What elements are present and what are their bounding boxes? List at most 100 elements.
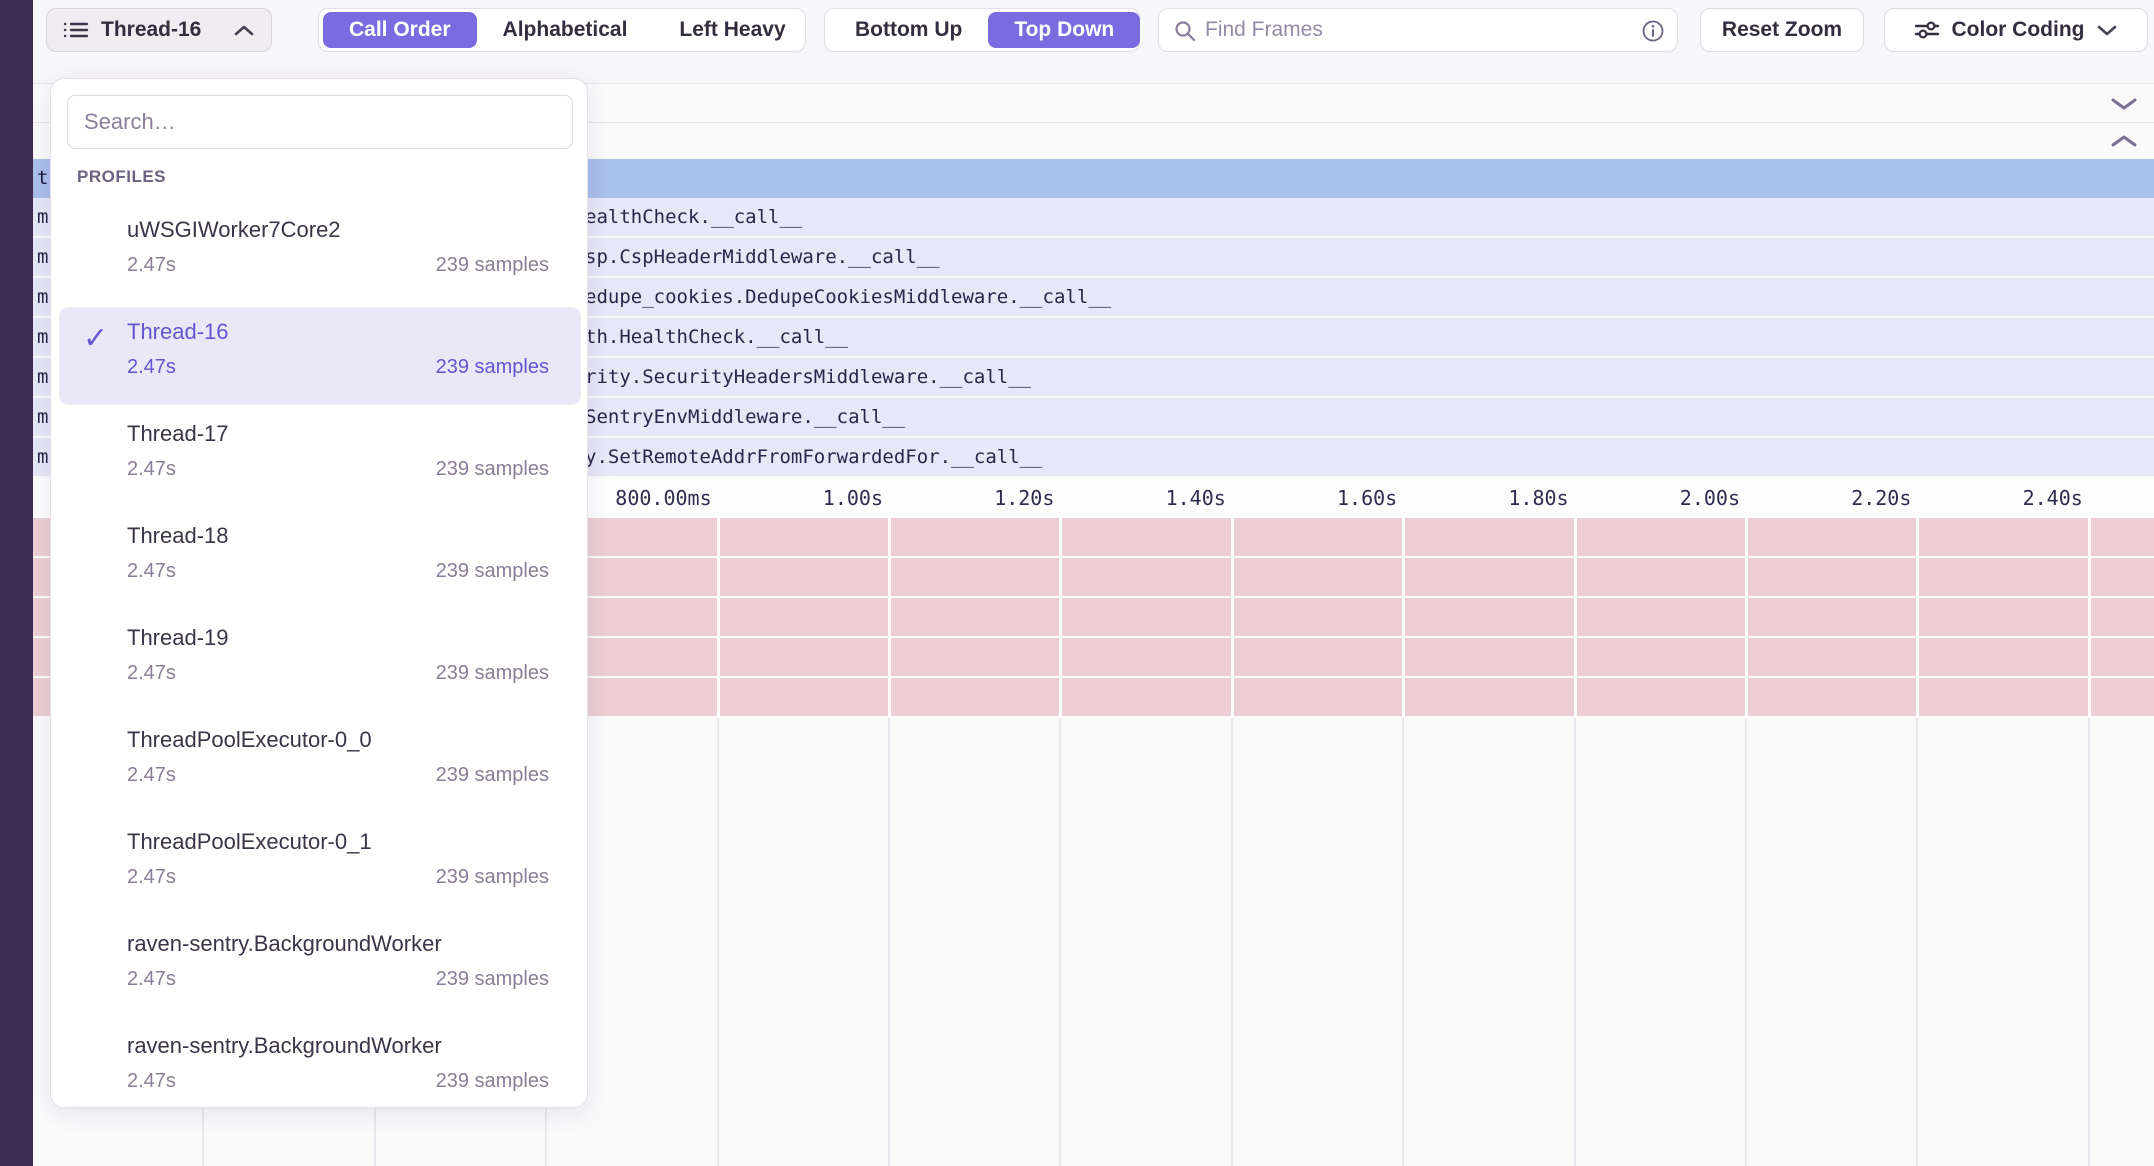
axis-tick-label: 800.00ms — [615, 486, 711, 510]
profile-stats: 2.47s 239 samples — [127, 761, 549, 789]
profile-sample-count: 239 samples — [436, 863, 549, 891]
thread-selector-button[interactable]: Thread-16 — [46, 8, 272, 52]
frame-label-sliver: m — [37, 246, 48, 268]
sort-order-group: Call OrderAlphabeticalLeft Heavy — [318, 8, 806, 52]
gridline — [1231, 718, 1233, 1166]
color-coding-label: Color Coding — [1952, 18, 2085, 42]
left-sidebar-strip — [0, 0, 33, 1166]
gridline — [2088, 518, 2091, 718]
profile-sample-count: 239 samples — [436, 557, 549, 585]
profile-sample-count: 239 samples — [436, 659, 549, 687]
sliders-icon — [1914, 18, 1940, 42]
profile-name: Thread-17 — [127, 419, 581, 449]
gridline — [888, 518, 891, 718]
profile-name: raven-sentry.BackgroundWorker — [127, 929, 581, 959]
profile-item-thread-19[interactable]: Thread-19 2.47s 239 samples — [59, 613, 581, 711]
gridline — [717, 718, 719, 1166]
frame-label: sp.CspHeaderMiddleware.__call__ — [585, 246, 940, 268]
frame-label: y.SetRemoteAddrFromForwardedFor.__call__ — [585, 446, 1043, 468]
axis-tick-label: 2.00s — [1680, 486, 1740, 510]
segment-option-top-down[interactable]: Top Down — [988, 12, 1140, 48]
profiler-app: t mealthCheck.__call__msp.CspHeaderMiddl… — [0, 0, 2154, 1166]
profile-sample-count: 239 samples — [436, 455, 549, 483]
profile-item-raven-sentry-backgroundworker[interactable]: raven-sentry.BackgroundWorker 2.47s 239 sa… — [59, 919, 581, 1017]
frame-label: th.HealthCheck.__call__ — [585, 326, 848, 348]
selected-frame-label: t — [37, 167, 48, 189]
profile-sample-count: 239 samples — [436, 1067, 549, 1095]
profile-sample-count: 239 samples — [436, 965, 549, 993]
profile-duration: 2.47s — [127, 761, 176, 789]
profile-item-threadpoolexecutor-0-0[interactable]: ThreadPoolExecutor-0_02.47s239 samples — [59, 715, 581, 813]
axis-tick-label: 2.20s — [1851, 486, 1911, 510]
axis-tick-label: 2.40s — [2023, 486, 2083, 510]
reset-zoom-label: Reset Zoom — [1722, 18, 1842, 42]
gridline — [717, 518, 720, 718]
toolbar: Thread-16 Call OrderAlphabeticalLeft Hea… — [33, 0, 2154, 83]
frame-label: SentryEnvMiddleware.__call__ — [585, 406, 905, 428]
info-icon[interactable] — [1641, 19, 1665, 43]
profile-stats: 2.47s 239 samples — [127, 455, 549, 483]
profile-duration: 2.47s — [127, 557, 176, 585]
profile-item-threadpoolexecutor-0-1[interactable]: ThreadPoolExecutor-0_1 2.47s 239 samples — [59, 817, 581, 915]
axis-tick-label: 1.40s — [1166, 486, 1226, 510]
profile-sample-count: 239 samples — [436, 761, 549, 789]
profile-item-raven-sentry-backgroundworker[interactable]: raven-sentry.BackgroundWorker2.47s239 sa… — [59, 1021, 581, 1119]
find-frames-field — [1158, 8, 1678, 52]
profile-duration: 2.47s — [127, 863, 176, 891]
gridline — [1916, 718, 1918, 1166]
frame-label-sliver: m — [37, 326, 48, 348]
gridline — [1745, 718, 1747, 1166]
profile-stats: 2.47s239 samples — [127, 353, 549, 381]
gridline — [2088, 718, 2090, 1166]
axis-tick-label: 1.60s — [1337, 486, 1397, 510]
chevron-up-icon — [233, 23, 255, 37]
gridline — [1574, 518, 1577, 718]
profiles-search-input[interactable] — [67, 95, 573, 149]
frame-label-sliver: m — [37, 206, 48, 228]
chevron-down-icon[interactable] — [2110, 96, 2138, 112]
profile-duration: 2.47s — [127, 1067, 176, 1095]
profile-stats: 2.47s239 samples — [127, 251, 549, 279]
segment-option-bottom-up[interactable]: Bottom Up — [829, 12, 988, 48]
list-icon — [63, 18, 89, 42]
profile-stats: 2.47s 239 samples — [127, 863, 549, 891]
profile-item-thread-18[interactable]: Thread-18 2.47s 239 samples — [59, 511, 581, 609]
gridline — [1574, 718, 1576, 1166]
frame-label-sliver: m — [37, 286, 48, 308]
frame-label: edupe_cookies.DedupeCookiesMiddleware.__… — [585, 286, 1111, 308]
reset-zoom-button[interactable]: Reset Zoom — [1700, 8, 1864, 52]
find-frames-input[interactable] — [1159, 18, 1677, 42]
profile-item-uwsgiworker7core2[interactable]: uWSGIWorker7Core22.47s239 samples — [59, 205, 581, 303]
profile-item-thread-16[interactable]: ✓ Thread-16 2.47s239 samples — [59, 307, 581, 405]
segment-option-left-heavy[interactable]: Left Heavy — [653, 12, 811, 48]
chevron-up-icon[interactable] — [2110, 133, 2138, 149]
color-coding-button[interactable]: Color Coding — [1884, 8, 2148, 52]
gridline — [1059, 718, 1061, 1166]
search-icon — [1173, 19, 1197, 43]
profile-name: Thread-16 — [127, 317, 581, 347]
profile-item-thread-17[interactable]: Thread-17 2.47s 239 samples — [59, 409, 581, 507]
profile-duration: 2.47s — [127, 251, 176, 279]
gridline — [1916, 518, 1919, 718]
segment-option-call-order[interactable]: Call Order — [323, 12, 477, 48]
frame-label: ealthCheck.__call__ — [585, 206, 802, 228]
frame-label-sliver: m — [37, 366, 48, 388]
profile-sample-count: 239 samples — [436, 353, 549, 381]
frame-label: rity.SecurityHeadersMiddleware.__call__ — [585, 366, 1031, 388]
profile-name: ThreadPoolExecutor-0_1 — [127, 827, 581, 857]
axis-tick-label: 1.00s — [823, 486, 883, 510]
thread-selector-label: Thread-16 — [101, 18, 221, 42]
profile-name: Thread-18 — [127, 521, 581, 551]
gridline — [888, 718, 890, 1166]
check-icon: ✓ — [83, 321, 108, 356]
gridline — [1059, 518, 1062, 718]
profile-name: Thread-19 — [127, 623, 581, 653]
profile-duration: 2.47s — [127, 659, 176, 687]
gridline — [1402, 518, 1405, 718]
profile-duration: 2.47s — [127, 965, 176, 993]
profile-duration: 2.47s — [127, 455, 176, 483]
gridline — [1745, 518, 1748, 718]
axis-tick-label: 1.80s — [1508, 486, 1568, 510]
frame-label-sliver: m — [37, 446, 48, 468]
segment-option-alphabetical[interactable]: Alphabetical — [477, 12, 654, 48]
